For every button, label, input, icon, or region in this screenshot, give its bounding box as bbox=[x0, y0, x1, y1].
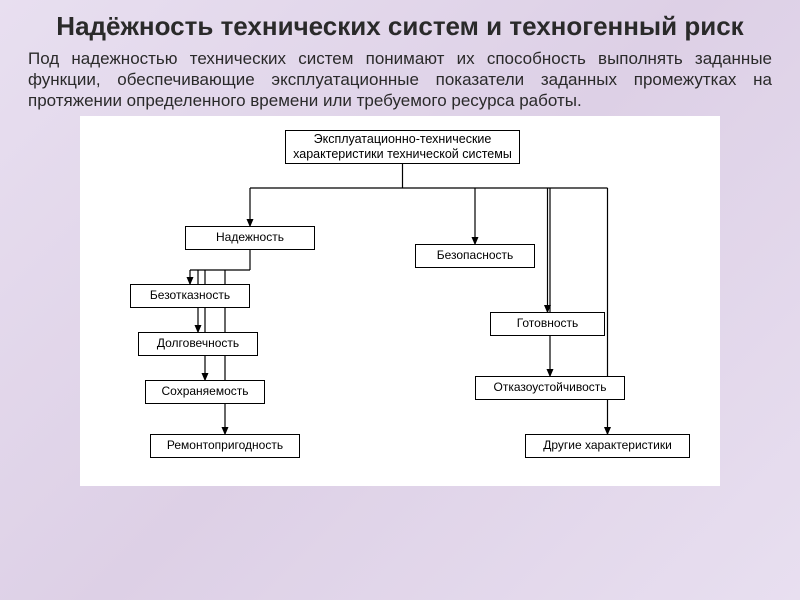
node-root: Эксплуатационно-технические характеристи… bbox=[285, 130, 520, 164]
node-durability: Долговечность bbox=[138, 332, 258, 356]
node-storability: Сохраняемость bbox=[145, 380, 265, 404]
node-faulttol: Отказоустойчивость bbox=[475, 376, 625, 400]
diagram-container: Эксплуатационно-технические характеристи… bbox=[80, 116, 720, 486]
node-safety: Безопасность bbox=[415, 244, 535, 268]
node-repair: Ремонтопригодность bbox=[150, 434, 300, 458]
node-nofail: Безотказность bbox=[130, 284, 250, 308]
slide-title: Надёжность технических систем и техноген… bbox=[28, 12, 772, 42]
slide-body-text: Под надежностью технических систем поним… bbox=[28, 48, 772, 112]
diagram-nodes-layer: Эксплуатационно-технические характеристи… bbox=[80, 116, 720, 486]
node-readiness: Готовность bbox=[490, 312, 605, 336]
node-reliability: Надежность bbox=[185, 226, 315, 250]
node-other: Другие характеристики bbox=[525, 434, 690, 458]
slide: Надёжность технических систем и техноген… bbox=[0, 0, 800, 600]
